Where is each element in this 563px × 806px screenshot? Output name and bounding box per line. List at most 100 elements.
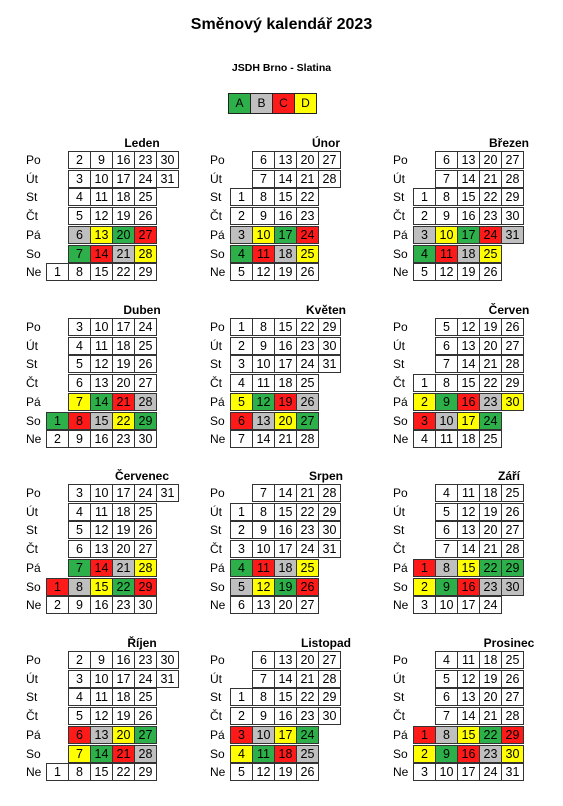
day-cell: 10 (435, 763, 458, 782)
day-cell: 7 (68, 392, 91, 411)
day-cell: 10 (252, 355, 275, 374)
day-cell: 26 (501, 318, 524, 336)
day-cell: 17 (274, 225, 297, 244)
weekday-row: So 1 8 15 22 29 (26, 577, 226, 596)
day-cell: 17 (112, 669, 135, 688)
day-cell: 14 (274, 169, 297, 188)
day-cell: 10 (90, 484, 113, 502)
weekday-label: St (393, 523, 405, 538)
day-cell: 22 (296, 188, 319, 207)
day-cell: 1 (230, 188, 253, 207)
weekday-row: Út 5 12 19 26 (393, 669, 563, 688)
weekday-row: Ne 5 12 19 26 (393, 263, 563, 282)
weekday-label: Pá (26, 727, 41, 742)
weekday-row: Ne 2 9 16 23 30 (26, 596, 226, 615)
month-name: Říjen (127, 636, 157, 650)
weekday-row: Ne 3 10 17 24 (393, 596, 563, 615)
day-cell: 10 (435, 596, 458, 615)
weekday-row: Pá 6 13 20 27 (26, 225, 226, 244)
day-cell: 22 (479, 558, 502, 577)
day-cell: 14 (274, 669, 297, 688)
day-cell: 21 (296, 484, 319, 502)
weekday-label: Po (393, 153, 408, 167)
weekday-label: Ne (393, 265, 409, 280)
day-cell: 29 (134, 763, 157, 782)
day-cell: 28 (318, 169, 341, 188)
day-cell: 24 (296, 540, 319, 559)
day-cell: 13 (90, 374, 113, 393)
day-cell: 30 (501, 392, 524, 411)
day-cell: 13 (90, 540, 113, 559)
month-name: Leden (124, 136, 160, 150)
day-cell: 4 (230, 244, 253, 263)
day-cell: 21 (479, 540, 502, 559)
month-name: Květen (305, 303, 346, 317)
weekday-row: Ne 3 10 17 24 31 (393, 763, 563, 782)
day-cell: 25 (501, 651, 524, 669)
day-cell: 20 (274, 596, 297, 615)
day-cell: 18 (274, 374, 297, 393)
day-cell: 22 (479, 374, 502, 393)
day-cell: 23 (479, 207, 502, 226)
day-cell: 24 (134, 669, 157, 688)
day-cell: 27 (134, 540, 157, 559)
day-cell: 16 (90, 430, 113, 449)
day-cell: 13 (274, 151, 297, 169)
day-cell: 18 (274, 558, 297, 577)
day-cell: 18 (112, 336, 135, 355)
weekday-label: Ne (393, 598, 409, 613)
weekday-row: Út 7 14 21 28 (210, 669, 410, 688)
day-cell: 6 (435, 521, 458, 540)
day-cell: 26 (134, 521, 157, 540)
day-cell: 30 (156, 651, 179, 669)
weekday-row: Út 7 14 21 28 (393, 169, 563, 188)
weekday-label: Po (393, 320, 408, 334)
day-cell: 3 (413, 596, 436, 615)
day-cell: 17 (112, 318, 135, 336)
day-cell: 29 (318, 318, 341, 336)
weekday-row: Pá 7 14 21 28 (26, 392, 226, 411)
weekday-row: St 3 10 17 24 31 (210, 355, 410, 374)
day-cell: 19 (274, 263, 297, 282)
day-cell: 8 (435, 558, 458, 577)
day-cell: 13 (457, 151, 480, 169)
day-cell: 26 (296, 763, 319, 782)
day-cell: 15 (274, 188, 297, 207)
day-cell: 8 (68, 763, 91, 782)
day-cell: 25 (479, 430, 502, 449)
day-cell: 11 (90, 688, 113, 707)
day-cell: 15 (274, 688, 297, 707)
day-cell: 10 (90, 169, 113, 188)
day-cell: 13 (252, 596, 275, 615)
day-cell: 13 (90, 225, 113, 244)
day-cell: 18 (112, 502, 135, 521)
day-cell: 28 (318, 484, 341, 502)
day-cell: 4 (68, 188, 91, 207)
day-cell: 6 (68, 540, 91, 559)
day-cell: 15 (274, 318, 297, 336)
day-cell: 17 (274, 725, 297, 744)
weekday-row: Út 2 9 16 23 30 (210, 336, 410, 355)
weekday-label: St (26, 357, 38, 372)
day-cell: 11 (457, 484, 480, 502)
day-cell: 4 (435, 651, 458, 669)
weekday-label: Čt (210, 709, 222, 724)
day-cell: 26 (501, 669, 524, 688)
day-cell: 19 (274, 392, 297, 411)
day-cell: 6 (435, 688, 458, 707)
day-cell: 4 (230, 374, 253, 393)
day-cell: 19 (112, 355, 135, 374)
weekday-row: St 5 12 19 26 (26, 521, 226, 540)
weekday-label: Pá (393, 560, 408, 575)
day-cell: 1 (230, 318, 253, 336)
day-cell: 17 (274, 540, 297, 559)
weekday-row: So 1 8 15 22 29 (26, 411, 226, 430)
day-cell: 27 (318, 151, 341, 169)
day-cell: 8 (435, 188, 458, 207)
day-cell: 2 (413, 577, 436, 596)
weekday-label: Po (210, 653, 225, 667)
day-cell: 20 (112, 225, 135, 244)
day-cell: 5 (68, 355, 91, 374)
day-cell: 11 (90, 502, 113, 521)
